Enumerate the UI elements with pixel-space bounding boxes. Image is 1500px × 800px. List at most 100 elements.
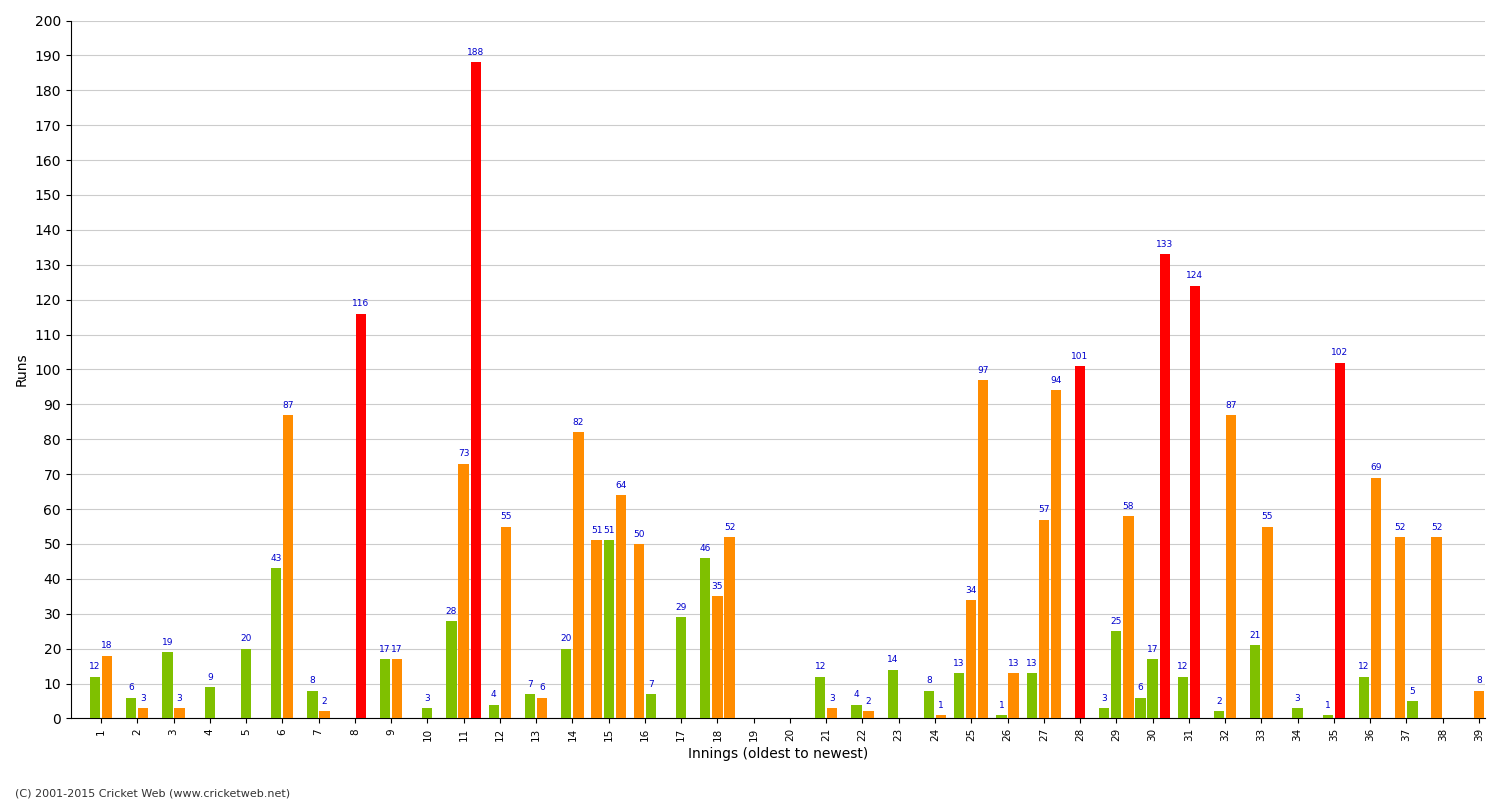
Text: 73: 73 bbox=[458, 450, 470, 458]
Text: 58: 58 bbox=[1122, 502, 1134, 511]
Bar bbox=[489, 705, 500, 718]
Bar bbox=[272, 569, 282, 718]
Text: 52: 52 bbox=[724, 522, 735, 532]
Text: 133: 133 bbox=[1156, 240, 1173, 249]
Bar bbox=[320, 711, 330, 718]
Text: 3: 3 bbox=[1294, 694, 1300, 702]
Bar bbox=[1323, 715, 1334, 718]
Bar bbox=[700, 558, 711, 718]
Text: 82: 82 bbox=[573, 418, 584, 427]
Bar bbox=[888, 670, 898, 718]
Text: 25: 25 bbox=[1110, 617, 1122, 626]
Bar bbox=[525, 694, 536, 718]
Bar bbox=[615, 495, 626, 718]
Bar bbox=[1050, 390, 1060, 718]
Text: 124: 124 bbox=[1186, 271, 1203, 281]
Text: 8: 8 bbox=[309, 676, 315, 686]
Text: 94: 94 bbox=[1050, 376, 1062, 385]
Text: 4: 4 bbox=[490, 690, 496, 699]
Bar bbox=[422, 708, 432, 718]
Bar bbox=[501, 526, 512, 718]
Text: 3: 3 bbox=[830, 694, 836, 702]
Text: 21: 21 bbox=[1250, 631, 1262, 640]
Bar bbox=[1263, 526, 1272, 718]
Bar bbox=[126, 698, 136, 718]
Text: 13: 13 bbox=[1008, 659, 1020, 668]
Text: 13: 13 bbox=[1026, 659, 1038, 668]
Text: 51: 51 bbox=[591, 526, 603, 535]
Text: 64: 64 bbox=[615, 481, 627, 490]
Bar bbox=[138, 708, 148, 718]
Bar bbox=[1124, 516, 1134, 718]
Bar bbox=[1407, 701, 1418, 718]
Bar bbox=[966, 600, 976, 718]
Y-axis label: Runs: Runs bbox=[15, 353, 28, 386]
Text: 9: 9 bbox=[207, 673, 213, 682]
Bar bbox=[392, 659, 402, 718]
Bar bbox=[1136, 698, 1146, 718]
Text: 7: 7 bbox=[648, 680, 654, 689]
Bar bbox=[380, 659, 390, 718]
Text: 6: 6 bbox=[1137, 683, 1143, 692]
Bar bbox=[1038, 519, 1048, 718]
Text: 2: 2 bbox=[322, 698, 327, 706]
Bar bbox=[459, 464, 468, 718]
Bar bbox=[1160, 254, 1170, 718]
Text: 102: 102 bbox=[1332, 348, 1348, 358]
Bar bbox=[1178, 677, 1188, 718]
Text: 12: 12 bbox=[1178, 662, 1188, 671]
Text: 17: 17 bbox=[392, 645, 404, 654]
Bar bbox=[996, 715, 1006, 718]
Text: (C) 2001-2015 Cricket Web (www.cricketweb.net): (C) 2001-2015 Cricket Web (www.cricketwe… bbox=[15, 788, 290, 798]
Text: 8: 8 bbox=[1476, 676, 1482, 686]
Text: 29: 29 bbox=[675, 603, 687, 612]
Bar bbox=[242, 649, 250, 718]
Bar bbox=[102, 656, 112, 718]
Text: 8: 8 bbox=[926, 676, 932, 686]
Bar bbox=[591, 541, 602, 718]
X-axis label: Innings (oldest to newest): Innings (oldest to newest) bbox=[687, 747, 868, 761]
Bar bbox=[603, 541, 613, 718]
Bar bbox=[1026, 673, 1036, 718]
Text: 12: 12 bbox=[1359, 662, 1370, 671]
Text: 12: 12 bbox=[815, 662, 827, 671]
Bar bbox=[815, 677, 825, 718]
Bar bbox=[852, 705, 861, 718]
Text: 6: 6 bbox=[540, 683, 544, 692]
Bar bbox=[676, 618, 687, 718]
Text: 1: 1 bbox=[1324, 701, 1330, 710]
Bar bbox=[1226, 415, 1236, 718]
Bar bbox=[924, 690, 934, 718]
Bar bbox=[1293, 708, 1304, 718]
Text: 2: 2 bbox=[1216, 698, 1222, 706]
Text: 50: 50 bbox=[633, 530, 645, 538]
Bar bbox=[1474, 690, 1484, 718]
Text: 4: 4 bbox=[853, 690, 859, 699]
Text: 116: 116 bbox=[352, 299, 369, 309]
Bar bbox=[1395, 537, 1406, 718]
Text: 35: 35 bbox=[711, 582, 723, 591]
Text: 12: 12 bbox=[90, 662, 101, 671]
Text: 17: 17 bbox=[1148, 645, 1158, 654]
Bar bbox=[537, 698, 548, 718]
Text: 28: 28 bbox=[446, 606, 458, 615]
Bar bbox=[1335, 362, 1346, 718]
Bar bbox=[90, 677, 101, 718]
Bar bbox=[1100, 708, 1110, 718]
Bar bbox=[1250, 645, 1260, 718]
Text: 14: 14 bbox=[886, 655, 898, 664]
Text: 3: 3 bbox=[141, 694, 146, 702]
Text: 87: 87 bbox=[282, 401, 294, 410]
Text: 57: 57 bbox=[1038, 506, 1050, 514]
Text: 3: 3 bbox=[1101, 694, 1107, 702]
Bar bbox=[1112, 631, 1122, 718]
Bar bbox=[204, 687, 214, 718]
Text: 13: 13 bbox=[954, 659, 964, 668]
Text: 7: 7 bbox=[526, 680, 532, 689]
Bar bbox=[162, 652, 172, 718]
Text: 2: 2 bbox=[865, 698, 871, 706]
Text: 188: 188 bbox=[466, 48, 484, 57]
Bar bbox=[447, 621, 456, 718]
Bar bbox=[1371, 478, 1382, 718]
Bar bbox=[646, 694, 656, 718]
